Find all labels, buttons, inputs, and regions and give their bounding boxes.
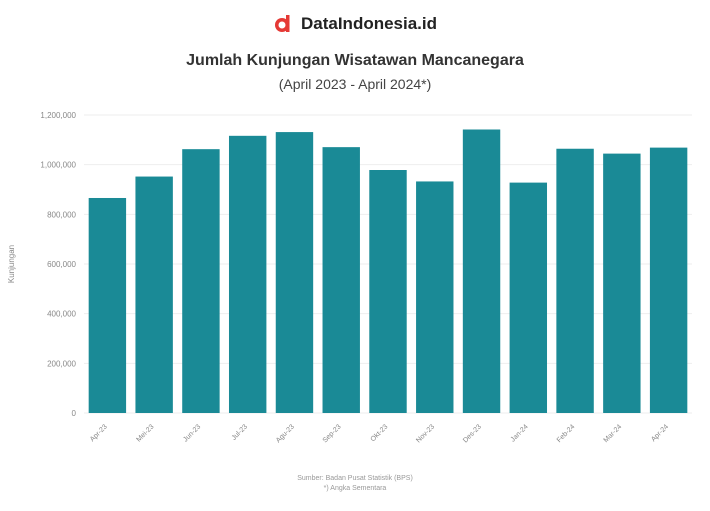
brand-header: DataIndonesia.id (0, 14, 710, 34)
x-tick-label: Jul-23 (231, 423, 250, 442)
x-tick-label: Apr-24 (650, 423, 670, 443)
chart-title: Jumlah Kunjungan Wisatawan Mancanegara (186, 52, 524, 69)
x-tick-label: Apr-23 (89, 423, 109, 443)
bar-chart: 0 200,000 400,000 600,000 800,000 1,000,000 1,… (7, 111, 692, 444)
x-tick-label: Jan-24 (510, 423, 530, 443)
bar (369, 170, 407, 413)
y-tick-label: 1,200,000 (40, 111, 76, 120)
source-note: Sumber: Badan Pusat Statistik (BPS) *) A… (0, 474, 710, 494)
x-tick-label: Agu-23 (275, 423, 296, 444)
bar (462, 129, 501, 413)
dataindonesia-logo-icon (274, 15, 290, 32)
x-tick-label: Okt-23 (370, 423, 390, 443)
x-tick-label: Mei-23 (135, 423, 155, 443)
x-tick-label: Nov-23 (415, 423, 436, 444)
bar (182, 149, 220, 413)
bar (416, 181, 454, 413)
bar (228, 135, 267, 413)
x-tick-label: Feb-24 (556, 423, 577, 444)
brand-name: DataIndonesia.id (300, 14, 438, 33)
bar (275, 132, 314, 413)
x-tick-label: Mar-24 (603, 423, 624, 444)
y-tick-label: 800,000 (47, 210, 76, 219)
bar (649, 147, 688, 413)
y-tick-label: 200,000 (47, 359, 76, 368)
bar (509, 182, 548, 413)
y-tick-label: 600,000 (47, 260, 76, 269)
y-tick-label: 400,000 (47, 310, 76, 319)
y-tick-label: 1,000,000 (40, 161, 76, 170)
bar (135, 176, 173, 413)
x-tick-label: Sep-23 (322, 423, 343, 444)
chart-subtitle: (April 2023 - April 2024*) (278, 76, 432, 92)
y-axis-label: Kunjungan (7, 245, 16, 283)
x-tick-label: Jun-23 (182, 423, 202, 443)
source-line: Sumber: Badan Pusat Statistik (BPS) (297, 475, 413, 482)
bar (322, 147, 360, 413)
bar (603, 153, 641, 413)
provisional-note: *) Angka Sementara (323, 485, 387, 492)
x-tick-label: Des-23 (462, 423, 483, 444)
bar (88, 197, 127, 413)
bar (556, 148, 594, 413)
y-tick-label: 0 (72, 409, 77, 418)
